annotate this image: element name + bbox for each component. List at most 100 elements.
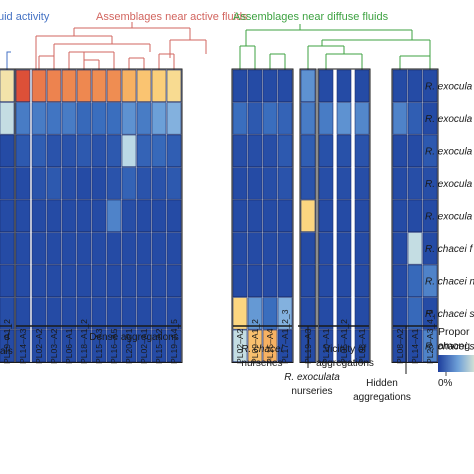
heatmap-cell xyxy=(300,134,316,168)
heatmap-cell xyxy=(300,199,316,233)
heatmap-cell xyxy=(166,69,182,103)
heatmap-cell xyxy=(106,167,122,200)
heatmap-cell xyxy=(336,102,352,135)
row-label: R. chacei s xyxy=(425,309,474,320)
heatmap-cell xyxy=(31,199,47,233)
heatmap-cell xyxy=(392,134,408,168)
heatmap-cell xyxy=(46,329,62,363)
heatmap-cell xyxy=(300,264,316,298)
heatmap-cell xyxy=(422,199,438,233)
block-border xyxy=(14,68,183,363)
header-diffuse-fluids: Assemblages near diffuse fluids xyxy=(233,11,389,23)
heatmap-cell xyxy=(151,102,167,135)
heatmap-cell xyxy=(46,199,62,233)
group-label-vicinity-1: Vicinity of xyxy=(324,344,367,355)
heatmap-cell xyxy=(277,102,293,135)
heatmap-cell xyxy=(151,329,167,363)
heatmap-cell xyxy=(247,199,263,233)
group-label-vicinity-2: aggregations xyxy=(316,358,374,369)
heatmap-cell xyxy=(15,232,31,265)
heatmap-cell xyxy=(392,297,408,330)
heatmap-cell xyxy=(318,297,334,330)
legend-title-line2: among xyxy=(438,340,470,352)
heatmap-cell xyxy=(15,69,31,103)
heatmap-cell xyxy=(46,232,62,265)
heatmap-cell xyxy=(31,134,47,168)
heatmap-cell xyxy=(407,199,423,233)
heatmap-cell xyxy=(336,297,352,330)
heatmap-cell xyxy=(61,134,77,168)
column-label: PL10–A1 xyxy=(321,328,331,364)
group-label-exoculata-nurseries-2: nurseries xyxy=(291,386,332,397)
heatmap-cell xyxy=(407,329,423,363)
row-label: R. chacei n xyxy=(425,276,474,287)
heatmap-cell xyxy=(136,102,152,135)
heatmap-cell xyxy=(422,264,438,298)
heatmap-cell xyxy=(31,69,47,103)
group-label-left-b: als xyxy=(0,346,13,357)
heatmap-cell xyxy=(151,134,167,168)
heatmap-cell xyxy=(300,69,316,103)
heatmap-cell xyxy=(106,329,122,363)
heatmap-cell xyxy=(232,329,248,363)
column-label: PL15–A2 xyxy=(154,328,164,364)
column-label: PL18–A1_2 xyxy=(79,319,89,364)
heatmap-cell xyxy=(336,199,352,233)
heatmap-cell xyxy=(422,69,438,103)
heatmap-cell xyxy=(166,264,182,298)
group-label-hidden-2: aggregations xyxy=(353,392,411,403)
heatmap-cell xyxy=(422,134,438,168)
heatmap-cell xyxy=(354,329,370,363)
legend-colorbar xyxy=(438,355,474,372)
column-label: PL09–A1_2 xyxy=(250,319,260,364)
heatmap-cell xyxy=(151,69,167,103)
heatmap-cell xyxy=(247,232,263,265)
heatmap-cell xyxy=(121,69,137,103)
heatmap-cell xyxy=(46,167,62,200)
heatmap-cell xyxy=(0,329,15,363)
heatmap-cell xyxy=(354,69,370,103)
heatmap-cell xyxy=(336,69,352,103)
heatmap-cell xyxy=(354,199,370,233)
heatmap-cell xyxy=(392,329,408,363)
heatmap-cell xyxy=(61,69,77,103)
heatmap-cell xyxy=(91,134,107,168)
heatmap-cell xyxy=(136,297,152,330)
heatmap-cell xyxy=(0,264,15,298)
group-label-chacei-nurseries-2: nurseries xyxy=(241,358,282,369)
heatmap-cell xyxy=(166,102,182,135)
heatmap-cell xyxy=(76,199,92,233)
heatmap-cell xyxy=(247,264,263,298)
heatmap-cell xyxy=(15,199,31,233)
column-label: PL19–A4_5 xyxy=(169,319,179,364)
heatmap-cell xyxy=(15,297,31,330)
heatmap-cell xyxy=(262,232,278,265)
heatmap-cell xyxy=(121,134,137,168)
row-label: R. exocula xyxy=(425,211,473,222)
heatmap-cell xyxy=(121,329,137,363)
row-label: R. chacei f xyxy=(425,244,473,255)
heatmap-cell xyxy=(76,232,92,265)
heatmap-cell xyxy=(392,199,408,233)
legend-min-label: 0% xyxy=(438,378,453,389)
legend-title-line1: Propor xyxy=(438,326,470,338)
heatmap-cell xyxy=(15,102,31,135)
heatmap-cell xyxy=(61,232,77,265)
heatmap-cell xyxy=(151,167,167,200)
heatmap-cell xyxy=(392,264,408,298)
heatmap-cell xyxy=(136,232,152,265)
heatmap-cell xyxy=(277,264,293,298)
heatmap-cell xyxy=(15,134,31,168)
heatmap-cell xyxy=(121,297,137,330)
heatmap-cell xyxy=(91,297,107,330)
heatmap-cell xyxy=(300,102,316,135)
heatmap-cell xyxy=(61,264,77,298)
heatmap-cell xyxy=(46,134,62,168)
heatmap-cell xyxy=(31,264,47,298)
header-left-fragment: uid activity xyxy=(0,11,50,23)
heatmap-cell xyxy=(76,297,92,330)
row-label: R. exocula xyxy=(425,146,473,157)
heatmap-cell xyxy=(262,167,278,200)
heatmap-cell xyxy=(354,102,370,135)
heatmap-cell xyxy=(354,232,370,265)
